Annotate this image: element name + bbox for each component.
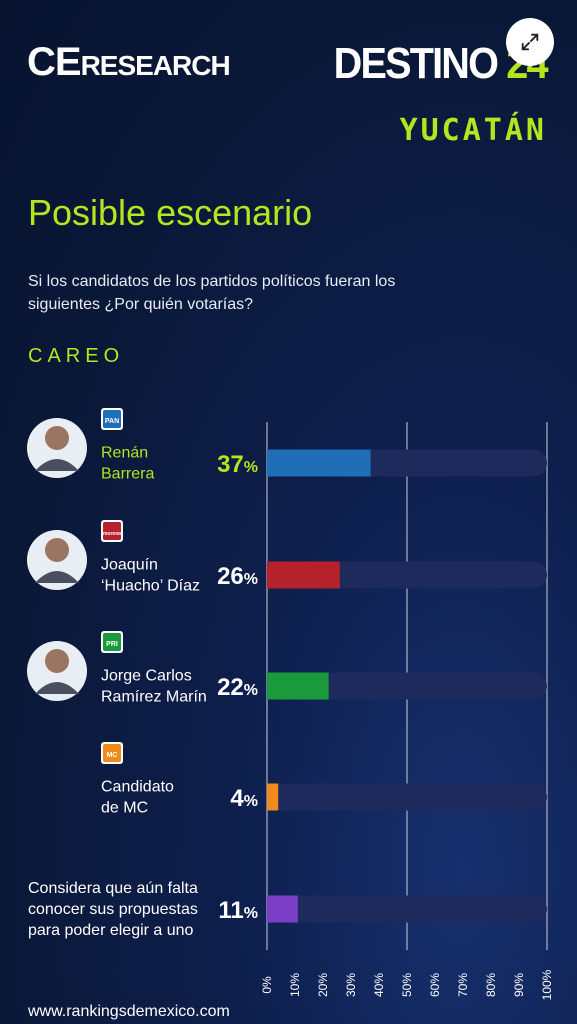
tick-label: 0% [260, 976, 274, 994]
category-label: de MC [101, 800, 148, 817]
value-label: 4% [230, 785, 258, 812]
category-label: Barrera [101, 466, 154, 483]
candidate-face [45, 426, 69, 450]
ce-research-logo: CERESEARCH [27, 40, 231, 84]
category-label: Candidato [101, 779, 174, 796]
category-label: para poder elegir a uno [28, 922, 194, 939]
category-label: Jorge Carlos [101, 668, 192, 685]
value-label: 22% [217, 674, 258, 701]
category-label: Renán [101, 445, 148, 462]
candidate-face [45, 538, 69, 562]
section-label: CAREO [28, 345, 125, 367]
party-logo-fill [103, 522, 121, 540]
tick-label: 30% [344, 973, 358, 997]
bar [267, 561, 340, 589]
bar [267, 672, 329, 700]
category-label: Considera que aún falta [28, 880, 198, 897]
bar [267, 895, 298, 923]
tick-label: 70% [456, 973, 470, 997]
category-label: ‘Huacho’ Díaz [101, 578, 200, 595]
page-title: Posible escenario [28, 192, 313, 233]
party-logo-fill [103, 744, 121, 762]
bar-track [267, 672, 547, 700]
party-logo-text: PAN [105, 418, 119, 425]
value-label: 11% [218, 897, 258, 924]
candidate-body [35, 459, 79, 471]
tick-label: 100% [540, 969, 554, 1000]
value-label: 26% [217, 563, 258, 590]
category-label: Ramírez Marín [101, 689, 207, 706]
tick-label: 20% [316, 973, 330, 997]
party-logo-fill [103, 410, 121, 428]
bar [267, 449, 371, 477]
candidate-face [45, 649, 69, 673]
region-label: YUCATÁN [399, 113, 547, 148]
party-logo-text: MC [107, 752, 118, 759]
bar [267, 783, 279, 811]
party-logo-text: morena [103, 531, 121, 537]
candidate-body [35, 682, 79, 694]
expand-icon [521, 33, 539, 51]
bar-track [267, 783, 547, 811]
footer-url[interactable]: www.rankingsdemexico.com [28, 1003, 230, 1020]
tick-label: 80% [484, 973, 498, 997]
candidate-body [35, 571, 79, 583]
category-label: Joaquín [101, 557, 158, 574]
tick-label: 50% [400, 973, 414, 997]
tick-label: 60% [428, 973, 442, 997]
tick-label: 90% [512, 973, 526, 997]
category-label: conocer sus propuestas [28, 901, 198, 918]
tick-label: 10% [288, 973, 302, 997]
expand-button[interactable] [506, 18, 554, 66]
tick-label: 40% [372, 973, 386, 997]
party-logo-text: PRI [106, 641, 118, 648]
party-logo-fill [103, 633, 121, 651]
bar-track [267, 895, 547, 923]
value-label: 37% [217, 451, 258, 478]
survey-question: Si los candidatos de los partidos políti… [28, 273, 396, 313]
